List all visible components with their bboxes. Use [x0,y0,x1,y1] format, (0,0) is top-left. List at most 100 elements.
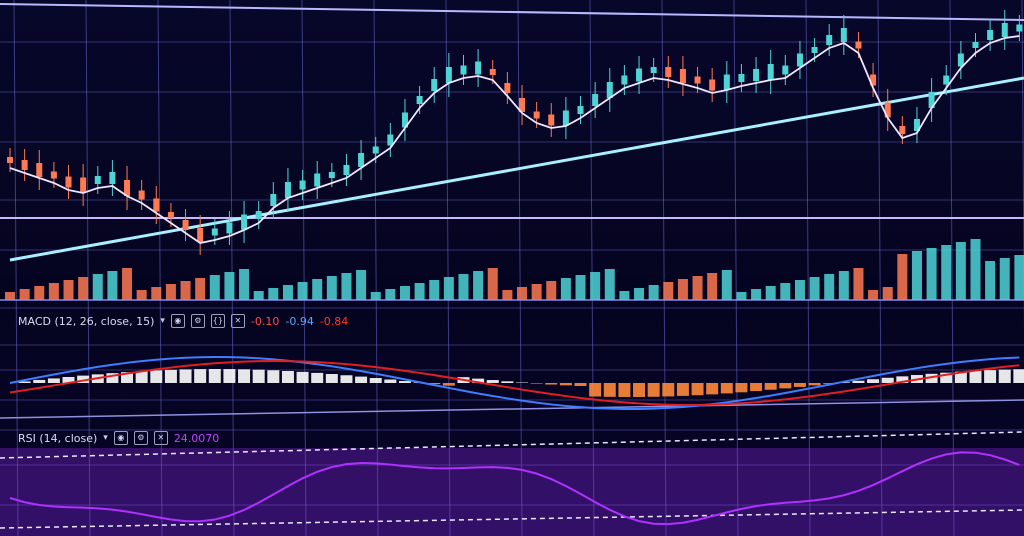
close-icon[interactable]: ✕ [230,314,245,328]
volume-bar [326,276,337,300]
rsi-line [9,451,1020,526]
grid-line [157,0,163,536]
macd-histogram-bar [47,378,60,383]
candle-body [36,163,43,177]
volume-bar [926,248,937,300]
volume-bar [707,273,718,300]
rsi-value: 24.0070 [173,431,220,445]
candle-body [826,35,833,45]
volume-bar [63,280,74,300]
macd-histogram-bar [545,383,558,385]
candle-body [1001,23,1008,37]
close-icon[interactable]: ✕ [153,431,168,445]
macd-histogram-bar [954,371,967,383]
macd-histogram-bar [296,371,309,383]
volume-bar [970,239,981,300]
macd-histogram-bar [77,375,90,383]
volume-bar [853,268,864,300]
candle-body [270,194,277,206]
candle-body [562,110,569,126]
macd-histogram-bar [793,383,806,387]
macd-histogram-bar [472,378,485,383]
volume-bar [941,245,952,300]
macd-histogram-bar [852,380,865,383]
volume-bar [443,277,454,300]
settings-icon[interactable]: ⚙ [133,431,148,445]
candle-body [460,65,467,75]
volume-bar [648,285,659,300]
visibility-icon[interactable]: ◉ [113,431,128,445]
macd-histogram-bar [267,370,280,383]
macd-histogram-value: -0.10 [250,314,280,328]
macd-histogram-bar [238,369,251,383]
candle-body [782,65,789,75]
volume-bar [209,275,220,300]
format-icon[interactable]: {} [210,314,225,328]
volume-bar [824,274,835,300]
moving-average-line [9,35,1020,244]
macd-title: MACD (12, 26, close, 15) [18,314,155,328]
candle-body [7,157,13,163]
candle-body [811,47,818,53]
volume-bar [663,282,674,300]
volume-bar [1014,255,1024,300]
volume-bar [751,289,762,300]
trend-line [9,76,1024,262]
macd-histogram-bar [823,383,836,384]
macd-histogram-bar [896,376,909,383]
macd-histogram-bar [1013,369,1024,383]
settings-icon[interactable]: ⚙ [190,314,205,328]
candle-body [328,172,335,178]
grid-line [661,0,667,536]
macd-signal-value: -0.84 [319,314,349,328]
candle-body [167,212,174,218]
candle-body [621,75,628,85]
candle-body [182,220,189,230]
candle-body [401,112,408,128]
macd-histogram-bar [750,383,763,392]
volume-bar [92,274,103,300]
candle-body [255,211,262,219]
candle-body [284,182,291,198]
candle-body [899,126,906,134]
volume-bar [34,286,45,300]
candle-body [21,160,28,170]
macd-histogram-bar [574,383,587,387]
candle-body [987,30,994,40]
visibility-icon[interactable]: ◉ [170,314,185,328]
macd-histogram-bar [355,376,368,383]
candle-body [80,177,87,193]
candle-body [709,79,716,91]
macd-line-value: -0.94 [285,314,314,328]
volume-bar [429,280,440,300]
candle-body [577,106,584,114]
grid-line [733,0,739,536]
candle-body [226,222,233,234]
candle-body [387,134,394,146]
macd-histogram-bar [252,369,265,383]
candle-body [796,53,803,67]
grid-line [85,0,91,536]
macd-histogram-bar [384,379,397,383]
grid-line [517,0,523,536]
macd-legend[interactable]: MACD (12, 26, close, 15) ▾ ◉ ⚙ {} ✕ -0.1… [18,314,348,328]
volume-bar [195,278,206,300]
chevron-down-icon[interactable]: ▾ [160,316,165,326]
grid-line [373,0,379,536]
volume-bar [341,273,352,300]
macd-histogram-bar [764,383,777,390]
volume-bar [677,279,688,300]
candle-body [50,171,57,179]
macd-histogram-bar [223,369,236,383]
chevron-down-icon[interactable]: ▾ [103,433,108,443]
volume-bar [985,261,996,300]
rsi-legend[interactable]: RSI (14, close) ▾ ◉ ⚙ ✕ 24.0070 [18,431,219,445]
volume-bar [253,291,264,300]
candle-body [445,67,452,83]
candle-body [1016,24,1023,32]
candle-body [489,69,496,75]
macd-histogram-bar [369,378,382,383]
macd-histogram-bar [925,373,938,383]
